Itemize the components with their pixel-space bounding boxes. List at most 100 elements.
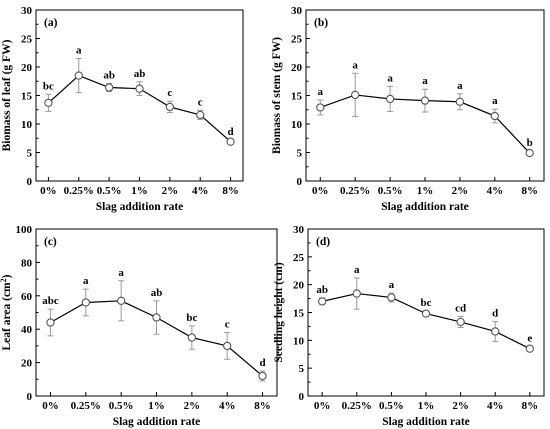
data-point (165, 102, 175, 112)
x-tick-label: 0.5% (109, 400, 134, 412)
y-tick-label: 0 (297, 176, 303, 188)
y-axis-title: Biomass of leaf (g FW) (1, 39, 13, 151)
x-tick-label: 2% (452, 185, 469, 197)
data-point (152, 313, 161, 322)
x-tick-label: 0% (312, 185, 329, 197)
y-tick-label: 0 (27, 176, 33, 188)
panel-label: (c) (44, 236, 57, 248)
data-point (187, 333, 196, 342)
significance-label: e (527, 332, 532, 344)
significance-label: a (76, 44, 82, 56)
x-tick-label: 8% (222, 185, 239, 197)
y-tick-label: 5 (299, 363, 305, 375)
y-axis-title-text: Biomass of leaf (g FW) (1, 39, 13, 151)
y-tick-label: 30 (291, 5, 303, 17)
data-point (491, 327, 500, 336)
data-point (104, 83, 114, 92)
x-tick-label: 8% (254, 400, 271, 412)
x-tick-label: 1% (148, 400, 165, 412)
x-tick-label: 1% (418, 400, 435, 412)
x-tick-label: 0% (42, 400, 59, 412)
significance-label: ab (103, 70, 115, 82)
data-point (490, 111, 499, 121)
chart-panel-3: 0 20 40 60 80 100 0% 0.25% 0.5% 1% 2% 4% 8% Slag addi… (0, 224, 278, 428)
y-tick-label: 80 (21, 257, 33, 269)
y-tick-label: 15 (293, 308, 305, 320)
x-tick-label: 0.25% (64, 185, 94, 197)
y-tick-label: 20 (21, 358, 33, 370)
chart-panel-1: 0 5 10 15 20 25 30 0% 0.25% 0.5% 1% 2% 4% 8% Slag addi… (1, 5, 244, 213)
y-axis-title-superscript: 2 (0, 278, 8, 282)
significance-label: d (492, 307, 498, 319)
y-axis-title: Biomass of stem (g FW) (271, 37, 283, 154)
y-tick-label: 15 (291, 91, 303, 103)
y-axis-title-end: ) (1, 274, 13, 278)
data-point (455, 97, 465, 106)
y-tick-label: 0 (299, 391, 305, 403)
y-tick-label: 15 (21, 91, 33, 103)
data-point (81, 298, 90, 307)
significance-label: a (118, 267, 124, 279)
chart-panel-2: 0 5 10 15 20 25 30 0% 0.25% 0.5% 1% 2% 4% 8% Slag addi… (271, 5, 545, 213)
significance-label: c (198, 96, 203, 108)
data-point (385, 94, 395, 104)
x-tick-label: 2% (162, 185, 179, 197)
y-tick-label: 10 (21, 119, 33, 131)
x-tick-label: 0.25% (71, 400, 101, 412)
significance-label: abc (42, 295, 59, 307)
x-tick-label: 1% (417, 185, 434, 197)
y-tick-label: 5 (27, 148, 33, 160)
x-tick-label: 0% (314, 400, 331, 412)
data-point (387, 293, 396, 302)
x-tick-label: 0.5% (378, 185, 403, 197)
x-axis-title: Slag addition rate (382, 416, 470, 428)
significance-label: ab (316, 284, 328, 296)
significance-label: a (422, 75, 428, 87)
significance-label: a (83, 275, 89, 287)
x-tick-label: 0% (40, 185, 57, 197)
data-point (135, 84, 144, 93)
significance-label: d (228, 126, 234, 138)
significance-label: a (457, 80, 463, 92)
y-axis-title-text: Leaf area (cm (1, 282, 13, 351)
x-tick-label: 0.25% (342, 400, 372, 412)
data-point (525, 344, 534, 353)
data-point (352, 289, 361, 298)
x-tick-label: 1% (131, 185, 148, 197)
significance-label: c (225, 319, 230, 331)
panel-label: (b) (314, 17, 328, 29)
y-tick-label: 25 (21, 34, 33, 46)
y-tick-label: 30 (293, 224, 305, 236)
x-tick-label: 2% (452, 400, 469, 412)
y-tick-label: 20 (293, 280, 305, 292)
significance-label: bc (43, 80, 54, 92)
panel-label: (a) (44, 17, 58, 29)
significance-label: ab (151, 287, 163, 299)
x-tick-label: 4% (487, 185, 504, 197)
panel-label: (d) (316, 236, 330, 248)
data-point (74, 71, 83, 80)
significance-label: c (167, 87, 172, 99)
y-axis-title: Leaf area (cm2) (0, 274, 13, 350)
data-point (226, 137, 235, 146)
y-tick-label: 0 (27, 391, 33, 403)
significance-label: b (527, 137, 533, 149)
significance-label: d (259, 357, 265, 369)
x-axis-title: Slag addition rate (381, 201, 469, 213)
chart-panel-4: 0 5 10 15 20 25 30 0% 0.25% 0.5% 1% 2% 4% 8% Slag addi… (273, 224, 545, 428)
x-tick-label: 0.25% (340, 185, 370, 197)
data-point (223, 341, 232, 351)
x-tick-label: 8% (521, 185, 538, 197)
x-tick-label: 4% (192, 185, 209, 197)
x-tick-label: 0.5% (379, 400, 404, 412)
y-tick-label: 5 (297, 148, 303, 160)
significance-label: a (318, 86, 324, 98)
x-axis-title: Slag addition rate (96, 201, 184, 213)
data-point (258, 371, 267, 381)
y-tick-label: 60 (21, 291, 33, 303)
y-tick-label: 40 (21, 324, 33, 336)
y-axis-title-text: Seedling height (cm) (273, 262, 285, 362)
y-tick-label: 25 (293, 252, 305, 264)
data-point (318, 297, 327, 306)
